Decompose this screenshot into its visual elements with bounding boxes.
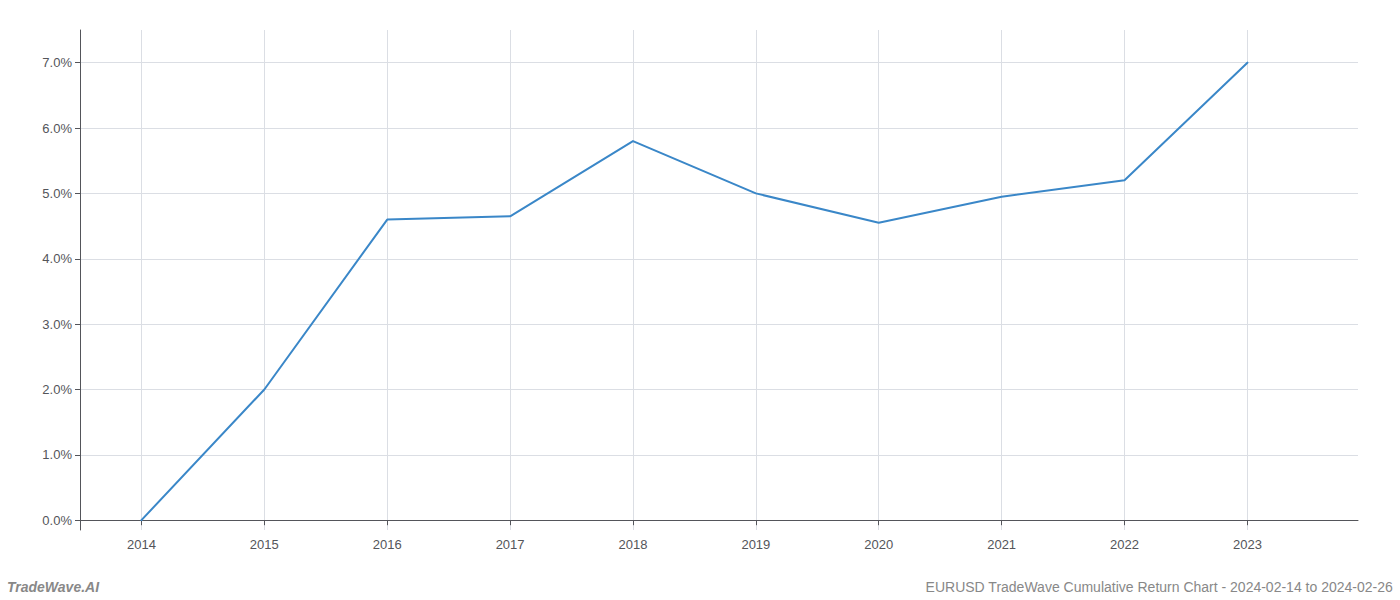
- svg-text:2019: 2019: [741, 537, 770, 552]
- svg-text:6.0%: 6.0%: [42, 121, 72, 136]
- svg-text:2017: 2017: [496, 537, 525, 552]
- svg-text:2015: 2015: [250, 537, 279, 552]
- svg-text:2021: 2021: [987, 537, 1016, 552]
- svg-text:7.0%: 7.0%: [42, 55, 72, 70]
- svg-text:TradeWave.AI: TradeWave.AI: [7, 579, 100, 595]
- svg-text:2.0%: 2.0%: [42, 382, 72, 397]
- svg-text:EURUSD TradeWave Cumulative Re: EURUSD TradeWave Cumulative Return Chart…: [926, 579, 1393, 595]
- svg-text:2022: 2022: [1110, 537, 1139, 552]
- svg-text:2018: 2018: [619, 537, 648, 552]
- svg-text:2020: 2020: [864, 537, 893, 552]
- svg-text:2014: 2014: [127, 537, 156, 552]
- svg-text:2023: 2023: [1233, 537, 1262, 552]
- svg-text:1.0%: 1.0%: [42, 447, 72, 462]
- svg-text:2016: 2016: [373, 537, 402, 552]
- svg-text:3.0%: 3.0%: [42, 317, 72, 332]
- svg-text:4.0%: 4.0%: [42, 251, 72, 266]
- svg-text:0.0%: 0.0%: [42, 513, 72, 528]
- svg-text:5.0%: 5.0%: [42, 186, 72, 201]
